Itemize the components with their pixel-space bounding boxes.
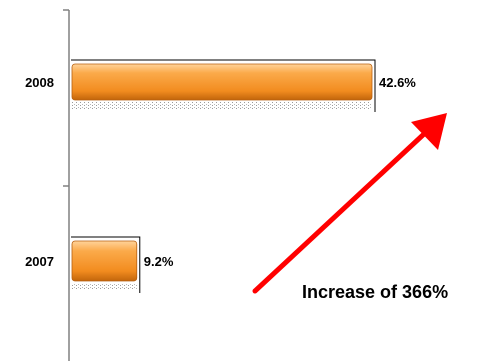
bar-2007 (71, 240, 138, 282)
bars-group: 2008 42.6% 2007 9.2% (25, 59, 416, 293)
value-label-2008: 42.6% (379, 75, 416, 90)
increase-annotation-label: Increase of 366% (302, 282, 448, 302)
bar-2008 (71, 63, 373, 101)
increase-arrow-head (411, 113, 447, 150)
increase-arrow-shaft (252, 131, 427, 294)
bar-reflection-2008 (72, 102, 372, 109)
bar-frame-2007 (71, 236, 141, 293)
bar-reflection-2007 (72, 283, 137, 290)
category-label-2007: 2007 (25, 254, 54, 269)
value-label-2007: 9.2% (144, 254, 174, 269)
category-label-2008: 2008 (25, 75, 54, 90)
bar-frame-2008 (71, 59, 376, 112)
